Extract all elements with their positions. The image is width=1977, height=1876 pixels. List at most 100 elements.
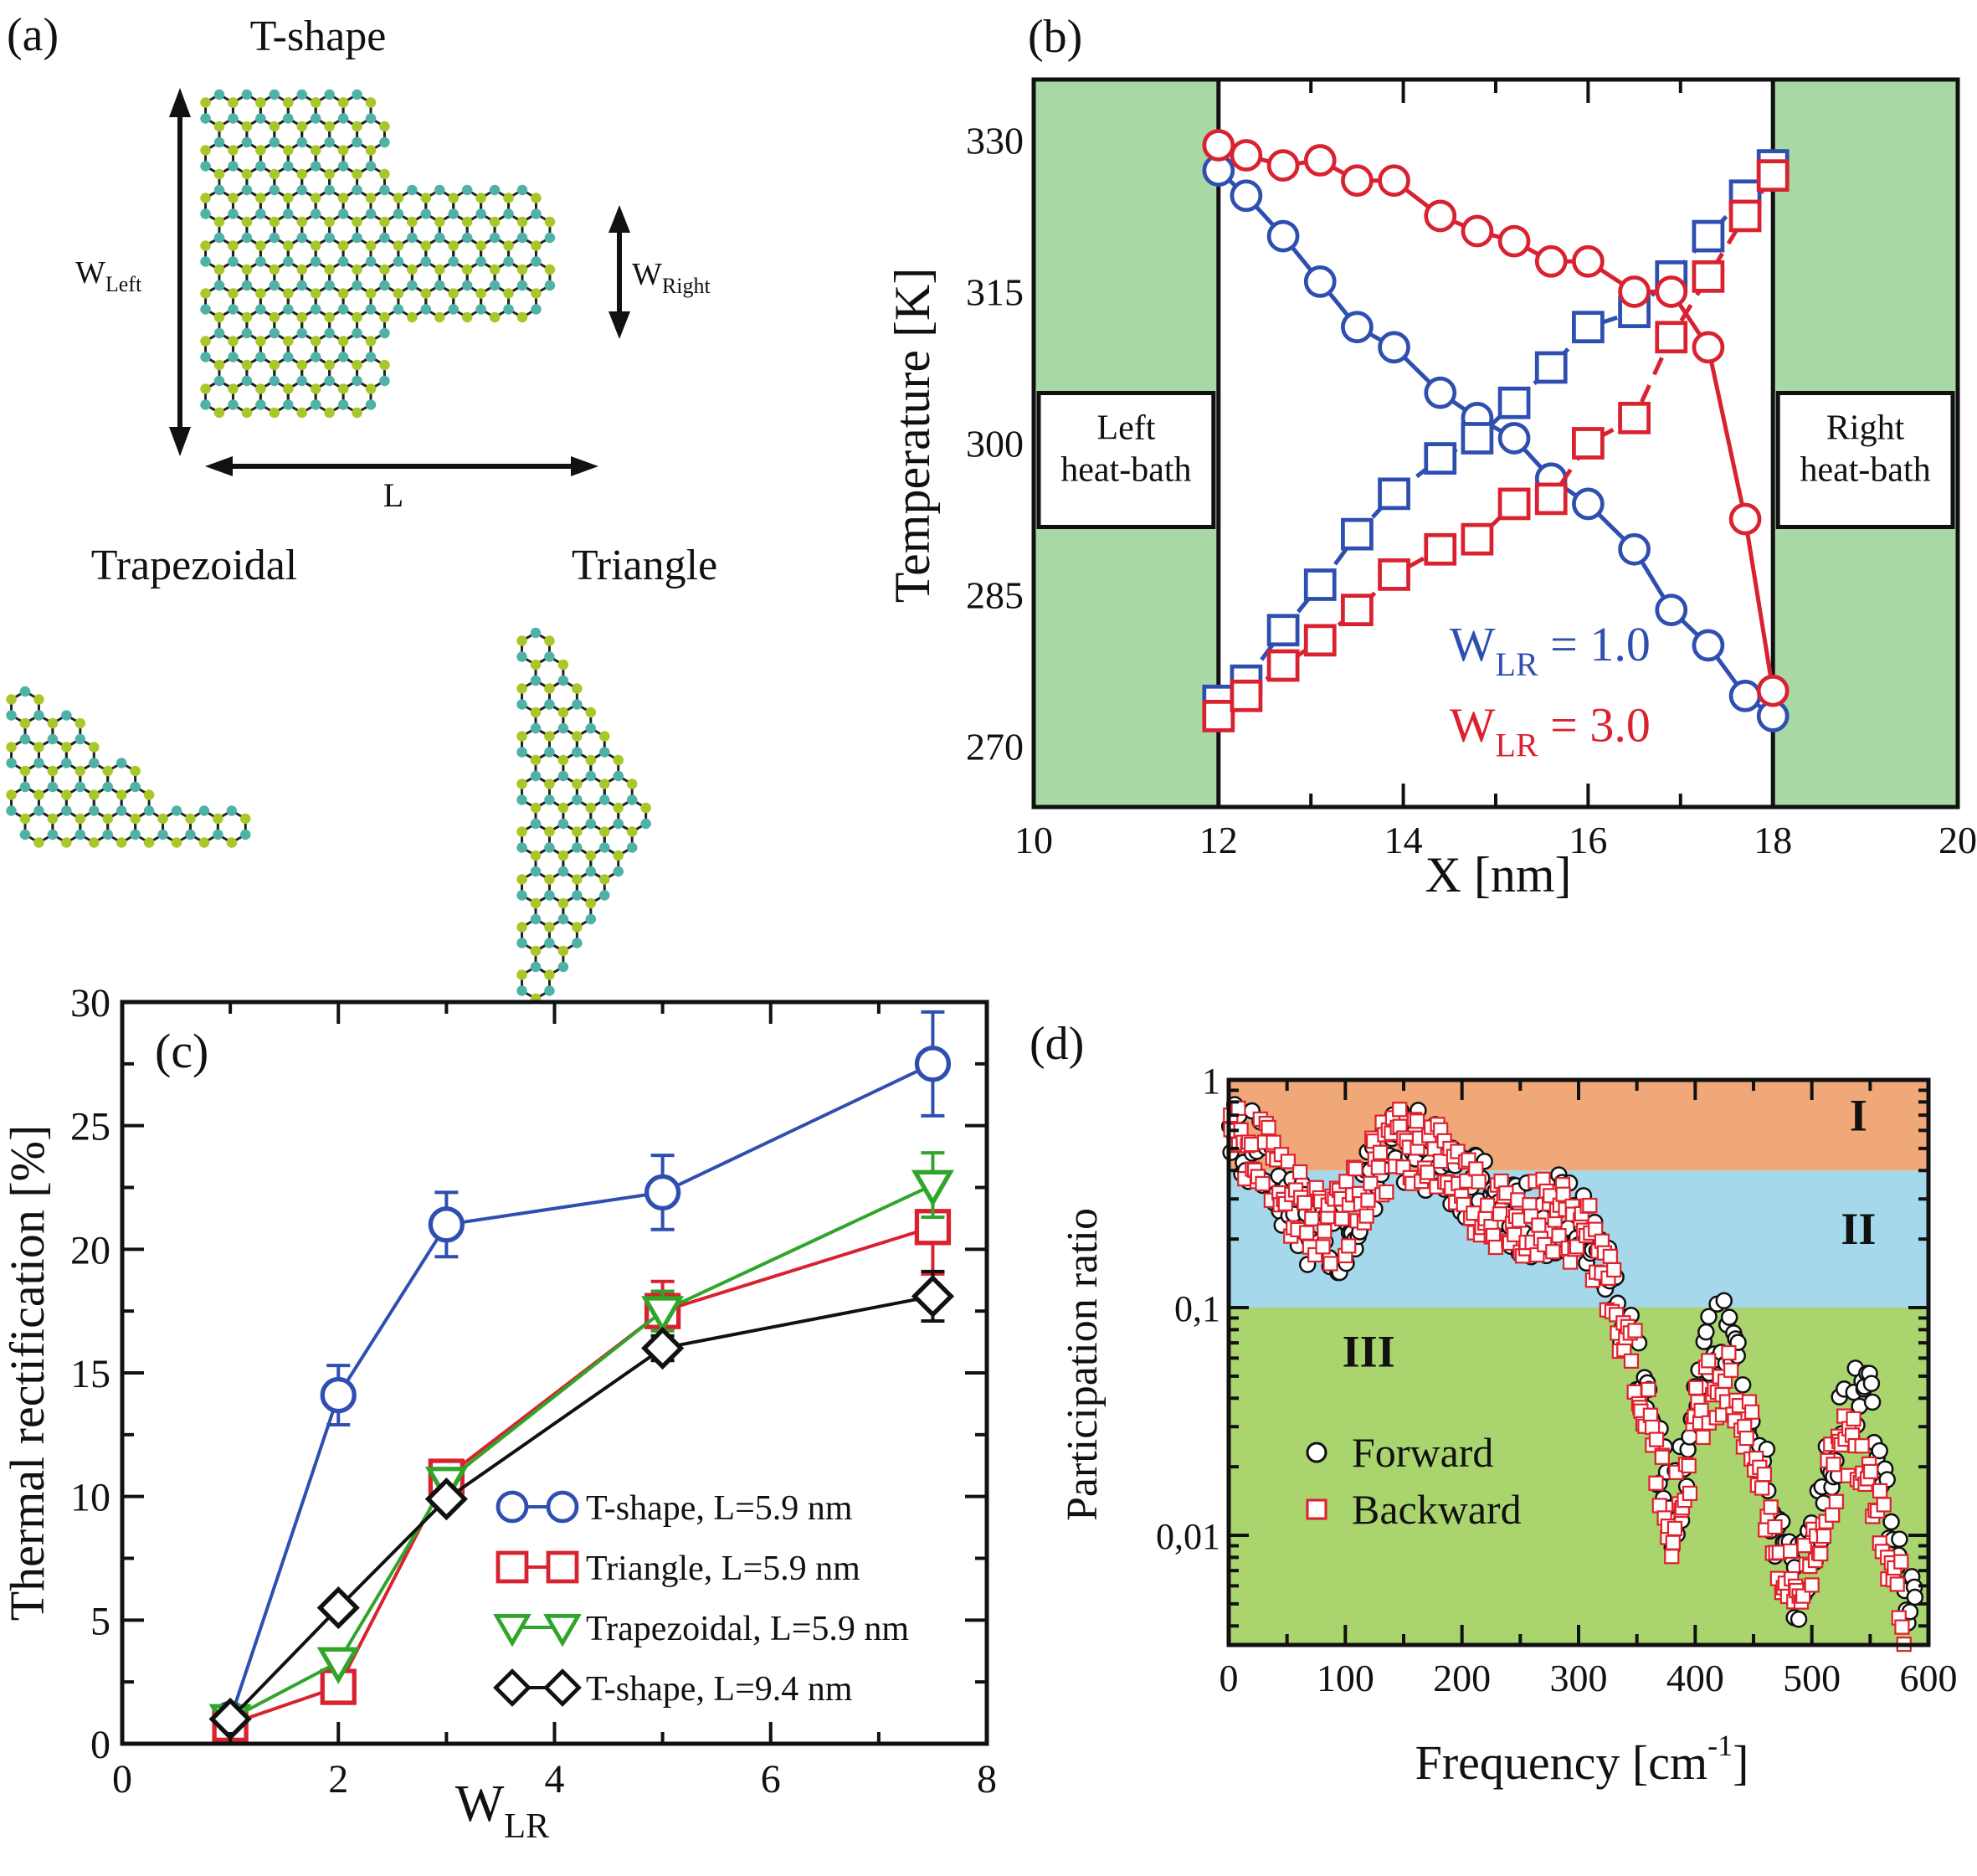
atom <box>544 842 555 853</box>
atom <box>213 264 225 275</box>
atom <box>89 837 100 848</box>
atom <box>6 710 17 721</box>
atom <box>213 829 223 840</box>
atom <box>434 232 445 244</box>
atom <box>255 97 266 108</box>
data-point <box>1738 1430 1754 1447</box>
atom <box>228 383 239 394</box>
atom <box>530 850 542 861</box>
atom <box>89 742 100 753</box>
data-point <box>316 1586 360 1630</box>
atom <box>241 311 253 323</box>
atom <box>241 121 253 132</box>
atom <box>448 304 459 315</box>
atom <box>241 375 253 387</box>
atom <box>516 794 527 805</box>
atom <box>324 311 335 323</box>
data-point <box>1497 422 1531 455</box>
annotation-wlr-3: WLR = 3.0 <box>1450 698 1651 764</box>
atom <box>489 184 501 196</box>
data-point <box>1862 1375 1881 1392</box>
data-point <box>1572 311 1605 344</box>
atom <box>599 874 610 885</box>
atom <box>269 280 280 291</box>
legend-marker <box>543 1614 582 1647</box>
atom <box>379 280 390 291</box>
panel-c-label: (c) <box>155 1024 208 1078</box>
triangle-lattice <box>516 627 651 1005</box>
atom <box>296 89 307 100</box>
atom <box>572 699 583 710</box>
data-point <box>1743 1404 1760 1420</box>
legend-marker <box>1306 1498 1327 1520</box>
atom <box>269 311 280 323</box>
atom <box>324 327 335 339</box>
atom <box>626 779 638 789</box>
data-point <box>641 1326 685 1370</box>
atom <box>310 288 321 299</box>
x-tick-label: 6 <box>761 1757 781 1801</box>
legend-label: T-shape, L=9.4 nm <box>586 1670 853 1709</box>
atom <box>269 407 280 419</box>
data-point <box>1572 427 1605 460</box>
atom <box>489 311 501 323</box>
atom <box>102 781 113 793</box>
atom <box>626 842 638 853</box>
atom <box>352 184 362 196</box>
x-tick-label: 16 <box>1569 819 1607 861</box>
data-point <box>1828 1493 1845 1509</box>
atom <box>365 383 377 394</box>
atom <box>393 208 404 219</box>
atom <box>61 710 72 721</box>
atom <box>296 136 307 148</box>
w-left-label: WLeft <box>75 255 142 296</box>
data-point <box>1854 1438 1870 1454</box>
atom <box>198 805 210 816</box>
atom <box>19 813 31 825</box>
atom <box>393 193 404 203</box>
atom <box>200 193 211 203</box>
atom <box>448 288 459 299</box>
atom <box>47 829 59 840</box>
atom <box>544 280 556 291</box>
atom <box>379 264 390 275</box>
atom <box>489 216 501 228</box>
atom <box>516 938 527 948</box>
data-point <box>1692 629 1725 662</box>
atom <box>585 818 597 830</box>
atom <box>516 826 527 837</box>
data-point <box>316 1647 360 1684</box>
atom <box>420 208 432 219</box>
legend-item: Backward <box>1306 1486 1522 1533</box>
atom <box>352 264 362 275</box>
atom <box>544 699 555 710</box>
region-label: III <box>1343 1327 1395 1377</box>
atom <box>228 113 239 124</box>
atom <box>310 336 321 347</box>
data-point <box>1796 1538 1812 1554</box>
y-tick-label: 315 <box>966 270 1024 313</box>
data-point <box>1487 1239 1503 1256</box>
atom <box>130 829 141 840</box>
atom <box>324 375 335 387</box>
d-legend: Forward Backward <box>1306 1429 1522 1533</box>
atom <box>599 842 610 853</box>
atom <box>585 754 597 766</box>
atom <box>544 216 556 228</box>
atom <box>544 985 555 996</box>
atom <box>613 850 624 861</box>
atom <box>544 922 555 933</box>
data-point <box>1623 1353 1640 1369</box>
atom <box>228 208 239 219</box>
atom <box>599 779 610 789</box>
atom <box>352 375 362 387</box>
y-tick-label: 270 <box>966 726 1024 768</box>
atom <box>241 359 253 371</box>
data-point <box>1654 1449 1670 1465</box>
atom <box>434 311 445 323</box>
atom <box>47 733 59 745</box>
atom <box>269 216 280 228</box>
atom <box>613 754 624 766</box>
data-point <box>428 1206 465 1243</box>
